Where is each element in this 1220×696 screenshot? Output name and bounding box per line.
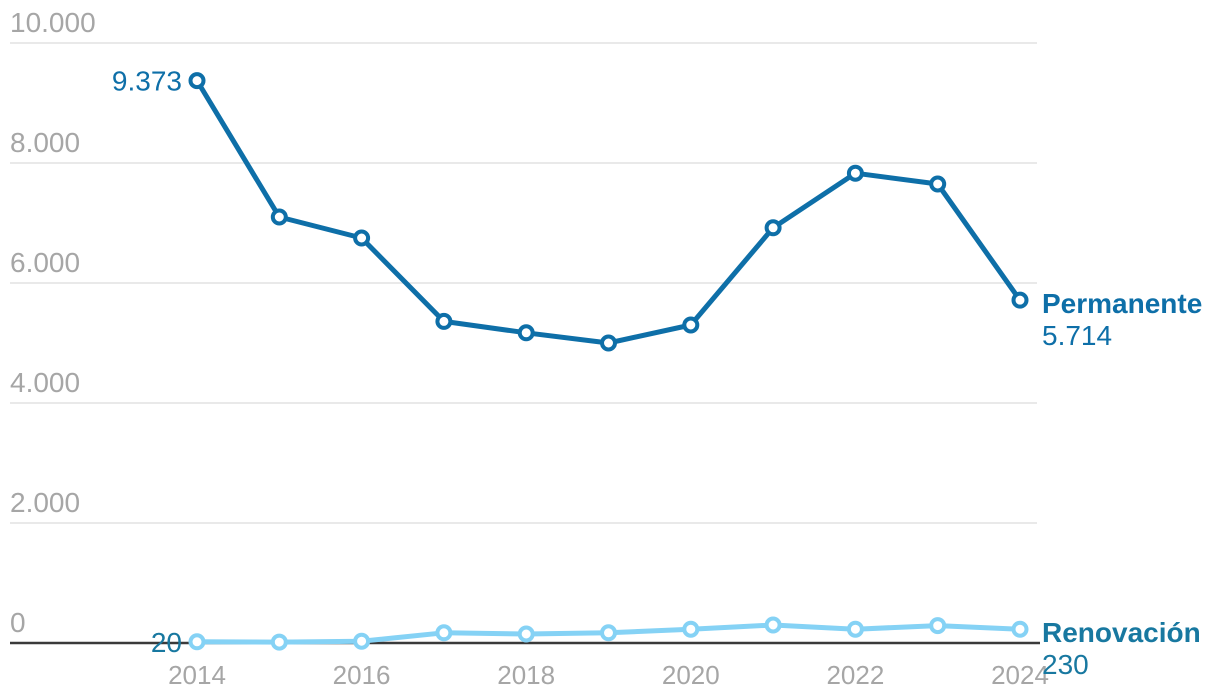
data-point-renovacion-2016: [353, 632, 371, 650]
first-value-label-permanente: 9.373: [112, 66, 182, 97]
data-point-renovacion-2014: [188, 633, 206, 651]
data-point-permanente-2015: [270, 208, 288, 226]
x-tick-label: 2024: [991, 660, 1049, 690]
data-point-renovacion-2021: [764, 616, 782, 634]
series-name-label-permanente: Permanente: [1042, 288, 1202, 319]
data-point-renovacion-2023: [929, 617, 947, 635]
series-line-permanente: [194, 78, 1023, 346]
x-tick-label: 2018: [497, 660, 555, 690]
x-tick-label: 2020: [662, 660, 720, 690]
data-point-permanente-2020: [682, 316, 700, 334]
y-tick-label: 6.000: [10, 247, 80, 278]
data-point-permanente-2014: [188, 72, 206, 90]
data-point-permanente-2022: [846, 164, 864, 182]
series-name-label-renovacion: Renovación: [1042, 617, 1201, 648]
y-tick-label: 4.000: [10, 367, 80, 398]
y-tick-label: 10.000: [10, 7, 96, 38]
data-point-renovacion-2019: [600, 624, 617, 642]
x-tick-label: 2022: [826, 660, 884, 690]
y-tick-label: 2.000: [10, 487, 80, 518]
data-point-permanente-2016: [353, 229, 371, 247]
data-point-renovacion-2020: [682, 620, 700, 638]
data-point-renovacion-2015: [270, 633, 288, 651]
data-point-renovacion-2022: [846, 620, 864, 638]
data-point-renovacion-2018: [517, 625, 535, 643]
series-end-value-label-permanente: 5.714: [1042, 320, 1112, 351]
y-tick-label: 0: [10, 607, 26, 638]
data-point-permanente-2023: [929, 175, 947, 193]
data-point-permanente-2021: [764, 219, 782, 237]
data-point-renovacion-2017: [435, 624, 453, 642]
data-point-permanente-2019: [600, 334, 617, 352]
data-point-permanente-2024: [1011, 291, 1029, 309]
data-point-permanente-2018: [517, 324, 535, 342]
x-tick-label: 2014: [168, 660, 226, 690]
series-end-value-label-renovacion: 230: [1042, 649, 1089, 680]
data-point-renovacion-2024: [1011, 620, 1029, 638]
y-tick-label: 8.000: [10, 127, 80, 158]
x-tick-label: 2016: [333, 660, 391, 690]
first-value-label-renovacion: 20: [151, 627, 182, 658]
data-point-permanente-2017: [435, 312, 453, 330]
